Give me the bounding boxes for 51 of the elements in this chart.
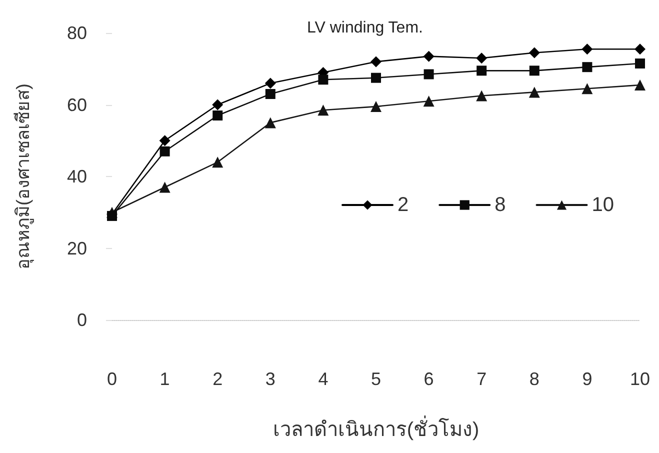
- x-tick-label: 2: [212, 369, 223, 389]
- point: [634, 80, 646, 91]
- y-axis-title: อุณหภูมิ(องศาเซลเซียส): [13, 84, 34, 270]
- x-tick-label: 8: [529, 369, 540, 389]
- y-tick-label: 40: [66, 166, 87, 186]
- point: [528, 47, 540, 58]
- point: [528, 86, 540, 98]
- x-tick-label: 10: [630, 369, 650, 389]
- point: [634, 44, 646, 55]
- point: [423, 50, 434, 62]
- point: [212, 156, 224, 168]
- point: [424, 69, 434, 80]
- point: [212, 110, 223, 121]
- point: [264, 117, 276, 128]
- chart-title: LV winding Tem.: [307, 20, 423, 36]
- point: [529, 66, 540, 76]
- y-tick-label: 80: [66, 23, 87, 43]
- point: [265, 88, 276, 99]
- x-tick-label: 1: [160, 369, 170, 389]
- legend-label: 10: [592, 194, 614, 216]
- point: [476, 90, 488, 102]
- point: [635, 58, 645, 68]
- point: [370, 101, 382, 112]
- point: [423, 96, 434, 107]
- point: [370, 56, 382, 68]
- point: [371, 72, 381, 83]
- x-tick-label: 4: [318, 369, 328, 389]
- point: [160, 146, 170, 156]
- point: [476, 52, 488, 64]
- legend-label: 2: [398, 194, 409, 216]
- x-tick-label: 9: [582, 369, 592, 389]
- point: [212, 99, 224, 110]
- y-tick-label: 20: [66, 238, 87, 258]
- point: [582, 62, 592, 72]
- point: [159, 135, 170, 146]
- point: [582, 83, 593, 94]
- x-axis-title: เวลาดำเนินการ(ชั่วโมง): [272, 415, 480, 441]
- x-tick-label: 3: [265, 369, 276, 389]
- point: [318, 104, 329, 116]
- x-tick-label: 7: [476, 369, 487, 389]
- legend-label: 8: [494, 194, 506, 216]
- point: [582, 44, 593, 55]
- x-tick-label: 0: [106, 369, 118, 389]
- point: [159, 182, 170, 193]
- y-tick-label: 0: [76, 310, 87, 330]
- point: [476, 66, 487, 76]
- point: [264, 78, 276, 89]
- point: [318, 74, 328, 85]
- x-tick-label: 6: [424, 369, 434, 389]
- y-tick-label: 60: [66, 94, 87, 115]
- x-tick-label: 5: [370, 369, 382, 389]
